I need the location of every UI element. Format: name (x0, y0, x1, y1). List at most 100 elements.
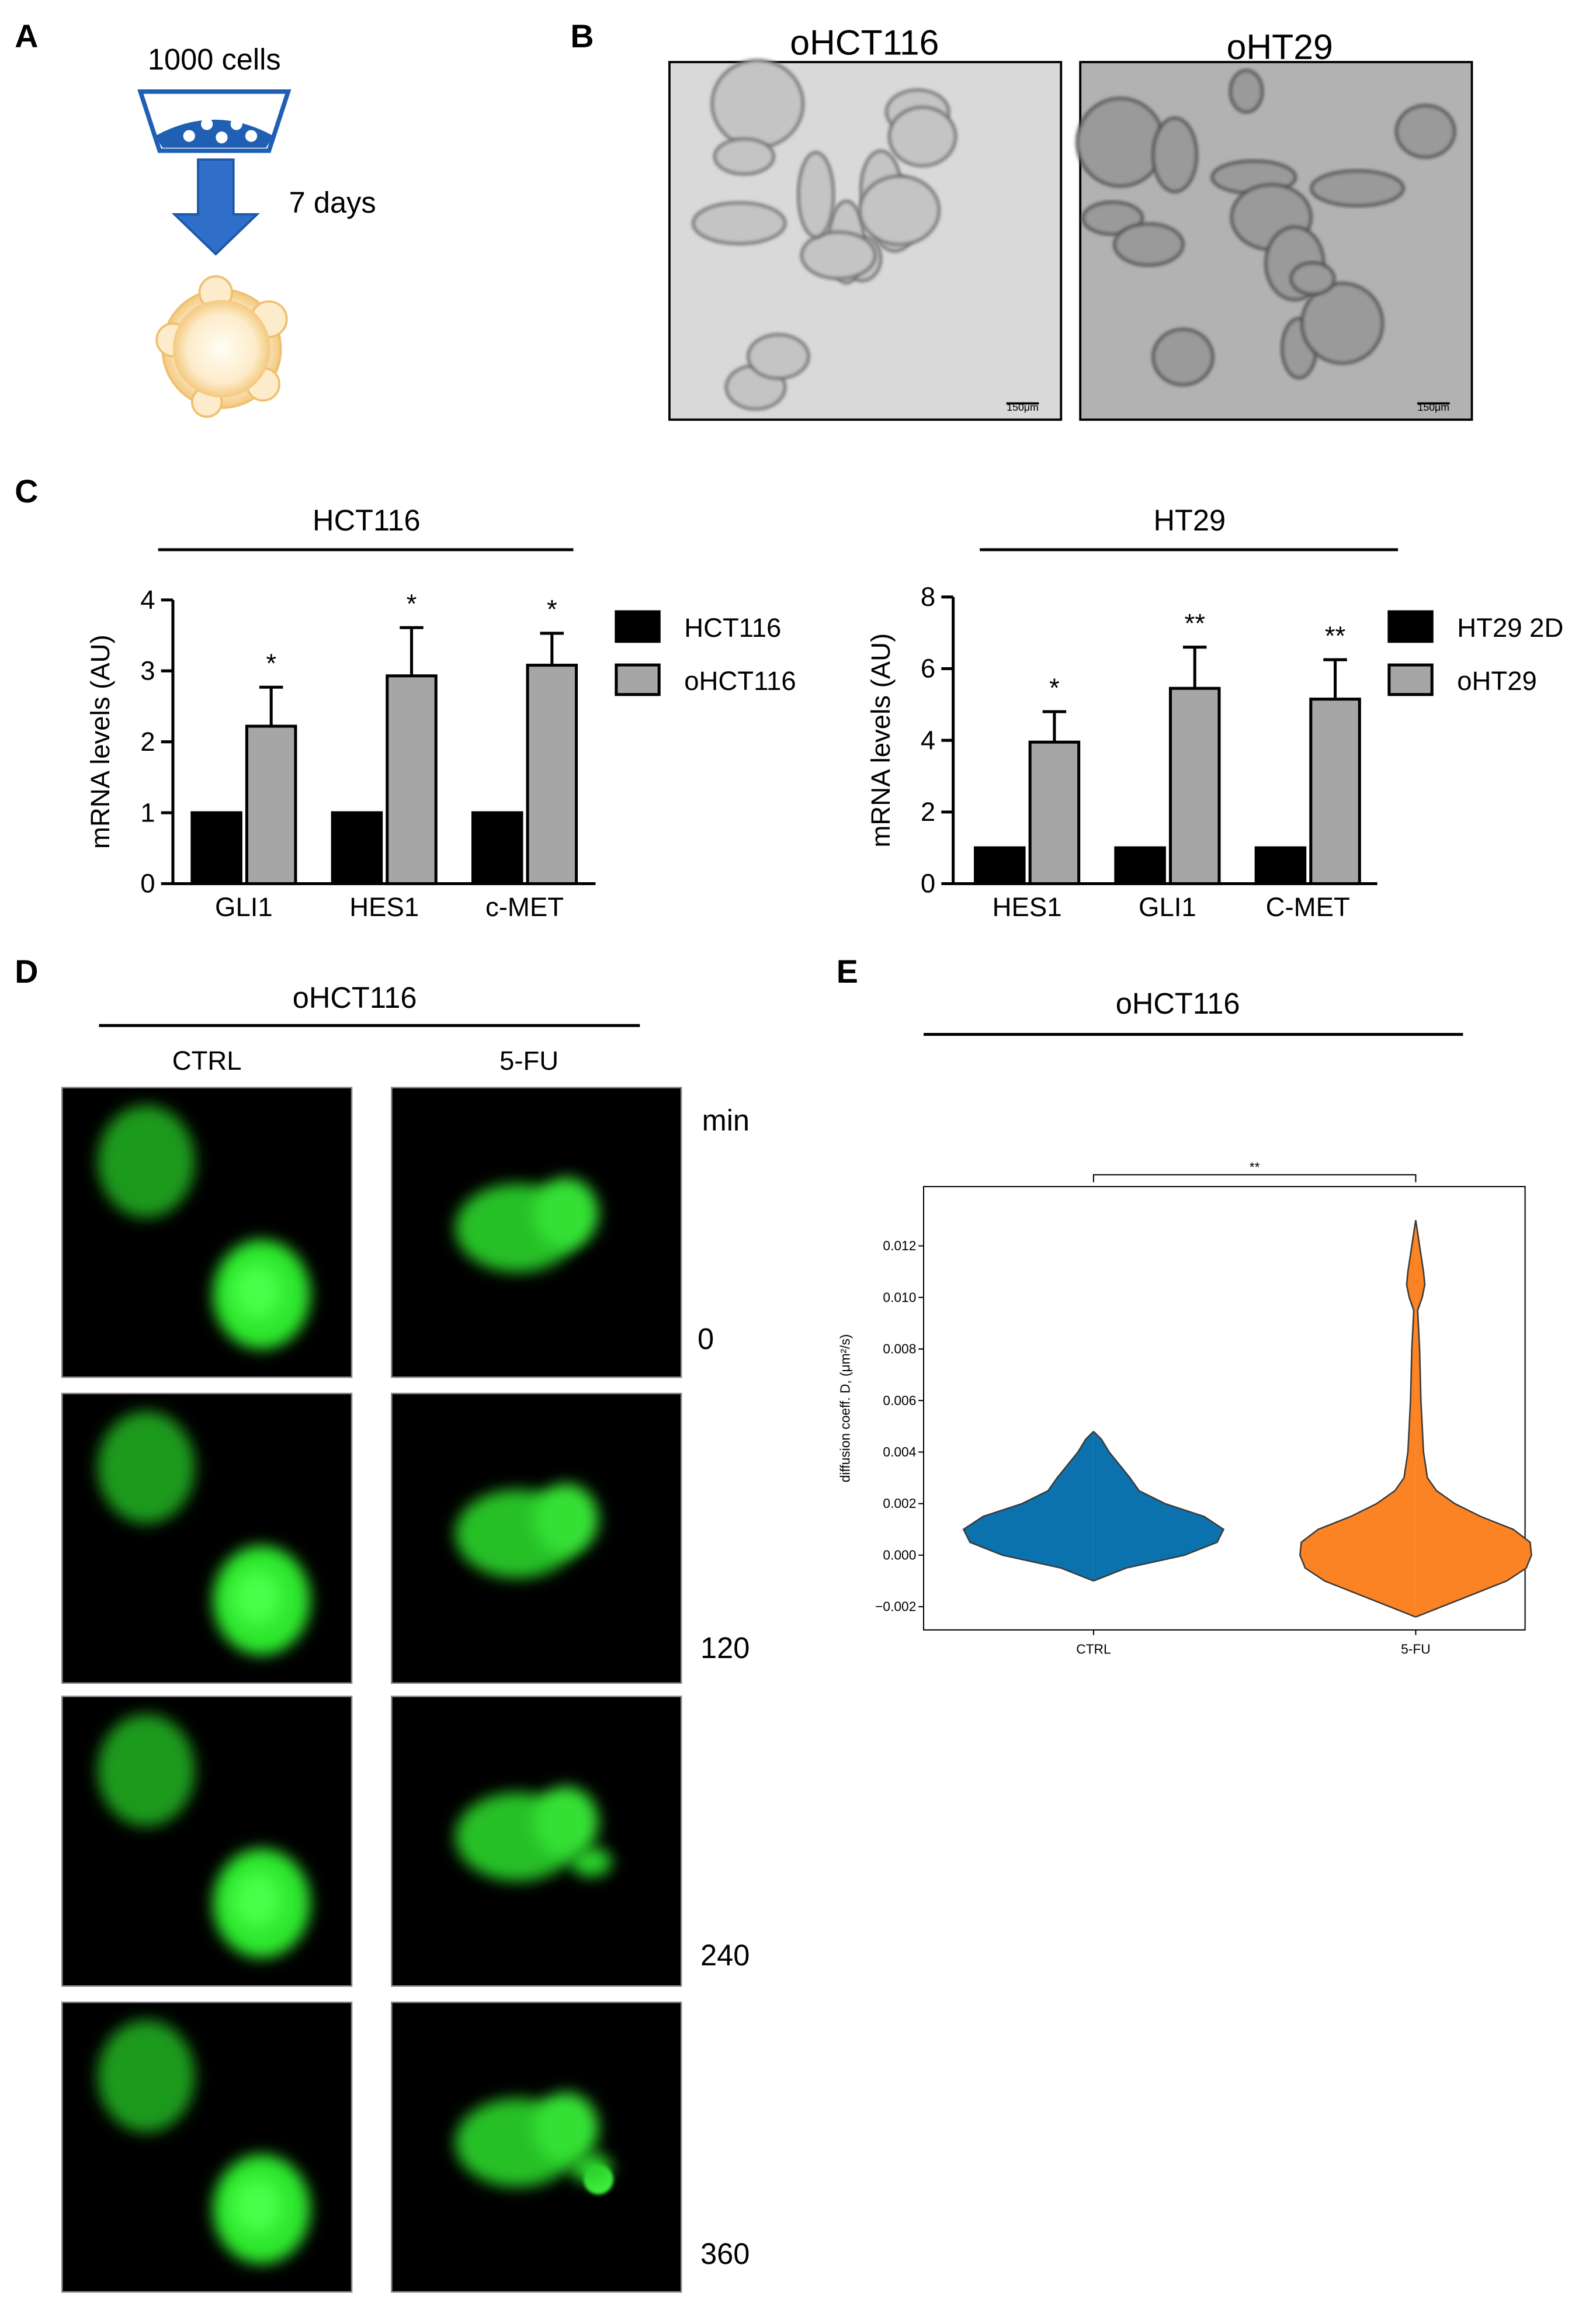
y-tick-label: 0.000 (883, 1547, 916, 1562)
y-tick-label: 0.006 (883, 1393, 916, 1408)
y-tick-label: 4 (140, 585, 155, 615)
organoid (1394, 104, 1456, 159)
violin-outline (962, 1431, 1094, 1582)
y-axis-label: diffusion coeff. D, (μm²/s) (838, 1334, 853, 1483)
chart-title: HCT116 (313, 504, 421, 537)
bar (1254, 846, 1307, 886)
organoid (747, 333, 810, 380)
x-tick-label: 5-FU (1401, 1641, 1431, 1656)
legend-label: oHT29 (1457, 666, 1537, 696)
legend-swatch (1387, 663, 1434, 696)
y-tick-label: 0.012 (883, 1238, 916, 1253)
arrow (171, 158, 260, 256)
x-tick-label: HES1 (349, 892, 419, 922)
scale-bar-label: 150μm (1007, 401, 1038, 413)
violin-outline (1093, 1431, 1225, 1582)
cell-blob (533, 2092, 599, 2163)
organoid (1075, 96, 1165, 188)
time-label: 360 (700, 2237, 750, 2270)
significance: ** (1184, 608, 1205, 638)
cell-blob (570, 2153, 612, 2183)
legend-label: HT29 2D (1457, 613, 1563, 643)
micrographs: 150μm 150μm (668, 58, 1473, 421)
cell-blob (570, 1847, 612, 1877)
cell-blob (533, 1177, 599, 1249)
cell-blob (533, 1483, 599, 1555)
violin-body (1300, 1220, 1416, 1617)
cell-blob (97, 1411, 195, 1524)
plot-frame (923, 1186, 1526, 1631)
significance: ** (1325, 621, 1345, 651)
violin-outline (1299, 1220, 1417, 1618)
violin-outline (1415, 1220, 1532, 1618)
significance-bracket (1092, 1174, 1417, 1182)
bar (245, 724, 297, 886)
violin-body (1415, 1220, 1532, 1617)
chart-title: oHCT116 (1116, 987, 1240, 1020)
time-label: 7 days (289, 186, 376, 219)
violin-body (1093, 1431, 1224, 1581)
organoid (713, 137, 775, 176)
y-tick-label: 0.004 (883, 1444, 916, 1459)
cells (183, 109, 258, 144)
y-tick-label: 3 (140, 656, 155, 685)
significance: * (547, 595, 557, 625)
image-title: oHT29 (1227, 27, 1333, 67)
x-tick-label: CTRL (1076, 1641, 1111, 1656)
organoid (1300, 282, 1385, 365)
y-tick-label: 2 (921, 797, 935, 827)
bar (974, 846, 1026, 886)
organoid (1151, 328, 1215, 386)
spheroid (155, 275, 288, 418)
y-tick-label: 0 (140, 869, 155, 899)
organoid (800, 231, 877, 280)
y-tick-label: 0.010 (883, 1289, 916, 1305)
panel-label: C (15, 473, 38, 509)
organoid (1310, 169, 1405, 207)
bar (190, 811, 242, 886)
y-tick-label: 2 (140, 727, 155, 757)
column-label: CTRL (172, 1046, 242, 1076)
bar (471, 811, 523, 886)
cell-core (233, 2179, 281, 2233)
cell-core (233, 1570, 281, 1624)
y-axis-label: mRNA levels (AU) (85, 634, 115, 849)
legend-swatch (1387, 610, 1434, 643)
organoid (1113, 222, 1185, 267)
scale-bar-label: 150μm (1418, 401, 1449, 413)
cells-label: 1000 cells (148, 43, 281, 76)
fluorescence-images: 0 120 240 360 (61, 1087, 750, 2293)
y-axis-label: mRNA levels (AU) (866, 633, 896, 848)
cell-blob (97, 1714, 195, 1827)
organoid (797, 151, 835, 238)
cell-blob (97, 1105, 195, 1218)
significance: * (1049, 673, 1060, 703)
cell-core (233, 1265, 281, 1319)
time-label: 240 (700, 1938, 750, 1972)
panel-label: E (837, 953, 858, 990)
panel-label: D (15, 953, 38, 990)
violin-body (963, 1431, 1094, 1581)
organoid (710, 58, 804, 149)
time-label: 0 (698, 1322, 714, 1355)
organoid (1229, 69, 1264, 114)
dish-medium (155, 119, 273, 148)
bar (331, 811, 383, 886)
organoid (887, 106, 957, 168)
chart-title: HT29 (1154, 504, 1226, 537)
legend-label: oHCT116 (684, 666, 796, 696)
bar (526, 664, 578, 886)
organoid (1289, 261, 1336, 296)
cell-blob (97, 2020, 195, 2132)
y-tick-label: 0.008 (883, 1341, 916, 1357)
y-tick-label: 1 (140, 797, 155, 827)
y-tick-label: −0.002 (875, 1599, 916, 1614)
time-label: 120 (700, 1631, 750, 1664)
x-tick-label: GLI1 (1139, 892, 1196, 922)
organoid (1151, 116, 1198, 193)
legend-swatch (615, 663, 661, 696)
legend-swatch (615, 610, 661, 643)
significance: * (407, 589, 417, 619)
